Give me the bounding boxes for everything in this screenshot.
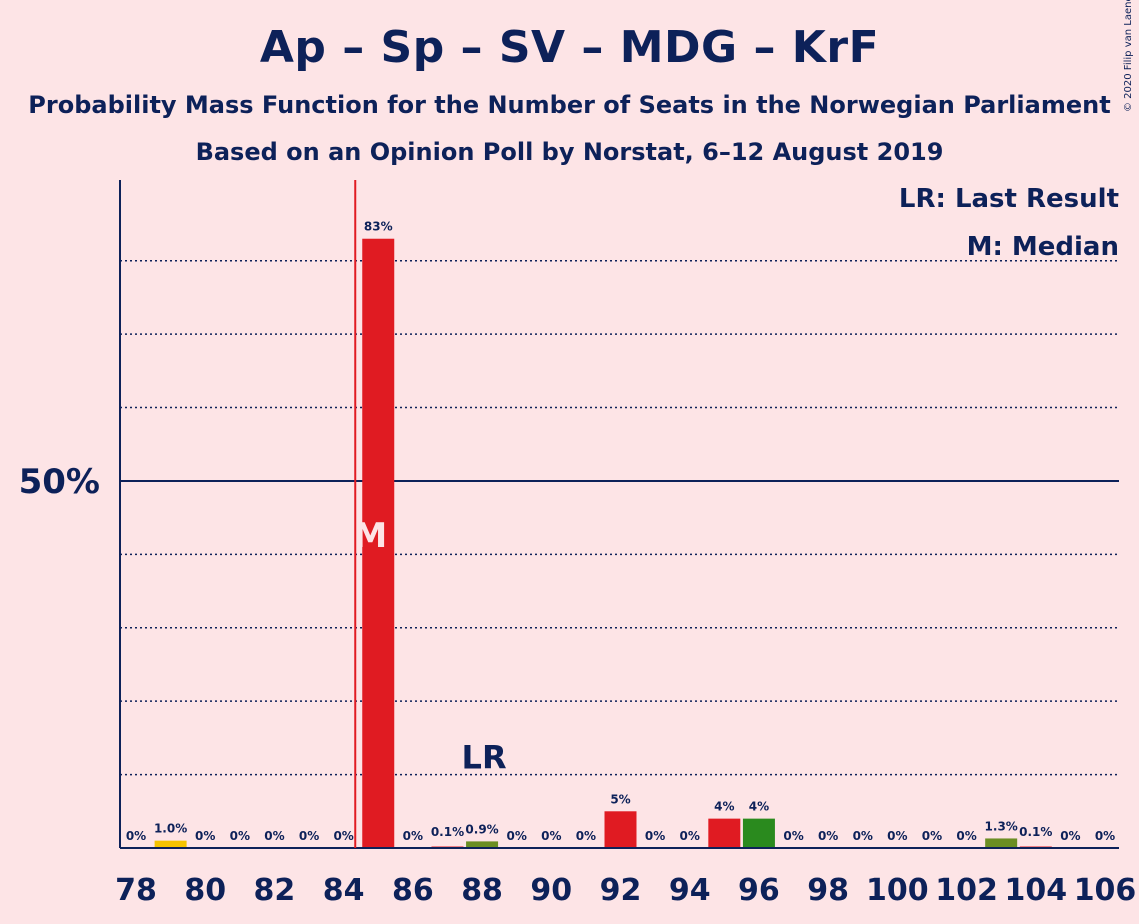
x-tick-label-106: 106 xyxy=(1074,873,1137,908)
data-label-101: 0% xyxy=(922,829,942,843)
x-tick-label-102: 102 xyxy=(935,873,998,908)
data-label-82: 0% xyxy=(264,829,284,843)
data-label-104: 0.1% xyxy=(1019,825,1052,839)
x-tick-label-94: 94 xyxy=(669,873,711,908)
x-tick-label-86: 86 xyxy=(392,873,434,908)
x-tick-label-84: 84 xyxy=(323,873,365,908)
data-label-88: 0.9% xyxy=(465,822,498,836)
data-label-93: 0% xyxy=(645,829,665,843)
x-tick-label-78: 78 xyxy=(115,873,157,908)
grid-lines xyxy=(120,259,1119,776)
x-tick-label-96: 96 xyxy=(738,873,780,908)
x-tick-label-104: 104 xyxy=(1004,873,1067,908)
data-label-89: 0% xyxy=(506,829,526,843)
data-label-106: 0% xyxy=(1095,829,1115,843)
data-label-79: 1.0% xyxy=(154,822,187,836)
data-label-81: 0% xyxy=(230,829,250,843)
data-label-92: 5% xyxy=(610,792,630,806)
data-label-97: 0% xyxy=(783,829,803,843)
data-label-100: 0% xyxy=(887,829,907,843)
data-label-84: 0% xyxy=(333,829,353,843)
bar-92 xyxy=(604,811,637,848)
data-label-85: 83% xyxy=(364,220,393,234)
markers: M LR xyxy=(353,180,507,848)
bars xyxy=(154,238,1052,848)
legend-last-result: LR: Last Result xyxy=(898,184,1119,214)
last-result-marker: LR xyxy=(462,739,507,777)
data-label-96: 4% xyxy=(749,800,769,814)
x-tick-labels: 78 80 82 84 86 88 90 92 94 96 98 100 102 104 106 xyxy=(115,873,1136,908)
data-label-78: 0% xyxy=(126,829,146,843)
x-tick-label-98: 98 xyxy=(807,873,849,908)
data-label-86: 0% xyxy=(403,829,423,843)
data-label-87: 0.1% xyxy=(431,825,464,839)
x-tick-label-88: 88 xyxy=(461,873,503,908)
x-tick-label-80: 80 xyxy=(184,873,226,908)
x-tick-label-92: 92 xyxy=(600,873,642,908)
data-label-95: 4% xyxy=(714,800,734,814)
data-label-99: 0% xyxy=(853,829,873,843)
data-label-102: 0% xyxy=(956,829,976,843)
legend-median: M: Median xyxy=(966,232,1119,262)
bar-95 xyxy=(708,818,741,848)
chart-subtitle-poll: Based on an Opinion Poll by Norstat, 6–1… xyxy=(195,138,944,166)
bar-103 xyxy=(985,838,1018,848)
data-label-80: 0% xyxy=(195,829,215,843)
x-tick-label-90: 90 xyxy=(530,873,572,908)
median-marker: M xyxy=(353,516,387,556)
data-labels: 0%1.0%0% 0% 0% 0% 0%83%0% 0.1% 0.9% 0% 0% 0%5%0% 0… xyxy=(126,220,1115,843)
data-label-98: 0% xyxy=(818,829,838,843)
data-label-91: 0% xyxy=(576,829,596,843)
data-label-105: 0% xyxy=(1060,829,1080,843)
chart-title: Ap – Sp – SV – MDG – KrF xyxy=(259,22,880,73)
bar-79 xyxy=(154,840,187,848)
bar-85 xyxy=(362,238,395,848)
bar-96 xyxy=(742,818,775,848)
x-tick-label-82: 82 xyxy=(254,873,296,908)
axes: 50% xyxy=(19,180,1119,849)
data-label-94: 0% xyxy=(680,829,700,843)
data-label-103: 1.3% xyxy=(985,819,1018,833)
chart-subtitle: Probability Mass Function for the Number… xyxy=(28,91,1111,119)
data-label-83: 0% xyxy=(299,829,319,843)
bar-88 xyxy=(466,841,499,848)
data-label-90: 0% xyxy=(541,829,561,843)
y-tick-label-50: 50% xyxy=(19,462,100,502)
x-tick-label-100: 100 xyxy=(866,873,929,908)
